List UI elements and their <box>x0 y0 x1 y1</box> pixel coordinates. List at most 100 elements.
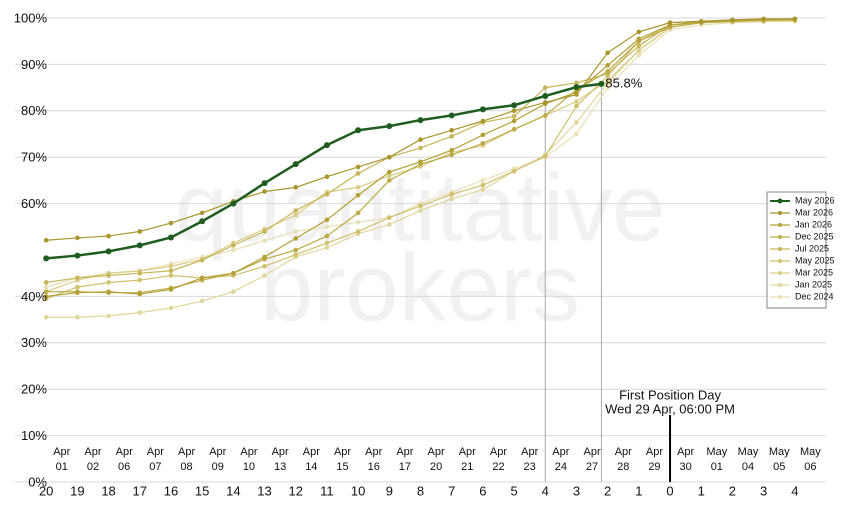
date-tick-part: 02 <box>87 461 99 473</box>
x-tick-label: 18 <box>101 483 115 498</box>
series-marker <box>574 103 579 109</box>
legend-marker <box>778 235 782 239</box>
series-marker <box>231 289 236 295</box>
date-tick-label: Apr 20 <box>428 446 445 473</box>
legend-label: Mar 2025 <box>795 267 833 277</box>
series-marker <box>355 185 361 190</box>
date-tick-label: May 04 <box>738 446 759 473</box>
series-marker <box>636 36 642 42</box>
series-marker <box>636 29 642 35</box>
date-tick-part: Apr <box>583 446 600 458</box>
date-tick-part: 30 <box>680 461 692 473</box>
date-tick-label: May 05 <box>769 446 790 473</box>
date-tick-part: May <box>769 446 790 458</box>
date-tick-part: 28 <box>617 461 629 473</box>
series-marker <box>542 100 548 105</box>
date-tick-label: Apr 14 <box>303 446 320 473</box>
legend-label: Dec 2025 <box>795 231 834 241</box>
series-marker <box>542 85 548 90</box>
legend-marker <box>778 247 782 251</box>
series-marker <box>386 123 393 130</box>
date-tick-part: Apr <box>552 446 569 458</box>
date-tick-part: Apr <box>272 446 289 458</box>
series-marker <box>479 106 486 113</box>
legend-box <box>766 191 827 309</box>
series-marker <box>43 255 50 262</box>
series-marker <box>43 294 49 299</box>
series-marker <box>137 310 143 315</box>
series-marker <box>231 243 236 248</box>
date-tick-part: May <box>800 446 821 458</box>
series-marker <box>542 153 548 159</box>
series-marker <box>574 131 579 137</box>
x-tick-label: 17 <box>133 483 147 498</box>
series-marker <box>199 275 205 281</box>
y-tick-label: 0% <box>28 474 47 489</box>
series-marker <box>605 50 610 56</box>
date-tick-part: 01 <box>56 461 68 473</box>
x-tick-label: 10 <box>351 483 365 498</box>
series-marker <box>480 132 486 138</box>
series-marker <box>605 78 610 83</box>
date-tick-label: Apr 21 <box>459 446 476 473</box>
legend-label: May 2026 <box>795 195 835 205</box>
marker-label: First Position Day <box>619 387 721 402</box>
series-marker <box>417 117 424 124</box>
date-tick-part: Apr <box>521 446 538 458</box>
date-tick-part: 23 <box>524 461 536 473</box>
date-tick-part: 15 <box>336 461 348 473</box>
date-tick-part: Apr <box>334 446 351 458</box>
series-marker <box>792 16 798 22</box>
series-marker <box>324 192 330 197</box>
series-marker <box>418 208 423 213</box>
series-marker <box>480 182 486 188</box>
date-tick-label: Apr 17 <box>396 446 413 473</box>
series-marker <box>387 173 392 179</box>
legend-marker <box>778 223 782 227</box>
series-marker <box>262 254 267 260</box>
series-marker <box>261 180 268 187</box>
series-marker <box>480 118 486 124</box>
series-marker <box>698 18 704 24</box>
date-tick-part: 29 <box>648 461 660 473</box>
y-tick-label: 70% <box>21 150 47 165</box>
series-marker <box>449 196 454 202</box>
value-label: 85.8% <box>605 75 642 90</box>
date-tick-label: Apr 16 <box>365 446 382 473</box>
series-marker <box>106 280 111 285</box>
series-marker <box>137 291 143 297</box>
x-tick-label: 5 <box>510 483 517 498</box>
series-marker <box>636 43 642 49</box>
series-marker <box>167 234 174 241</box>
series-marker <box>262 238 267 244</box>
date-tick-part: Apr <box>365 446 382 458</box>
series-marker <box>480 178 486 183</box>
date-tick-part: Apr <box>646 446 663 458</box>
legend-label: Jul 2025 <box>795 243 829 253</box>
series-marker <box>74 252 81 259</box>
grid <box>15 17 826 483</box>
date-tick-part: 04 <box>742 461 754 473</box>
series-marker <box>199 298 205 304</box>
series-marker <box>168 263 174 269</box>
series-marker <box>480 187 486 192</box>
date-tick-part: Apr <box>459 446 476 458</box>
y-tick-label: 60% <box>21 196 47 211</box>
date-tick-part: 06 <box>118 461 130 473</box>
date-tick-label: Apr 22 <box>490 446 507 473</box>
date-tick-part: 17 <box>399 461 411 473</box>
date-tick-part: 27 <box>586 461 598 473</box>
y-tick-label: 100% <box>14 10 48 25</box>
x-tick-label: 3 <box>760 483 767 498</box>
series-marker <box>418 159 423 165</box>
date-tick-part: 06 <box>804 461 816 473</box>
date-tick-part: Apr <box>490 446 507 458</box>
date-tick-part: May <box>706 446 727 458</box>
date-tick-part: Apr <box>53 446 70 458</box>
series-marker <box>324 174 330 179</box>
series-marker <box>293 229 299 234</box>
series-marker <box>511 118 517 124</box>
legend-label: Mar 2026 <box>795 207 833 217</box>
